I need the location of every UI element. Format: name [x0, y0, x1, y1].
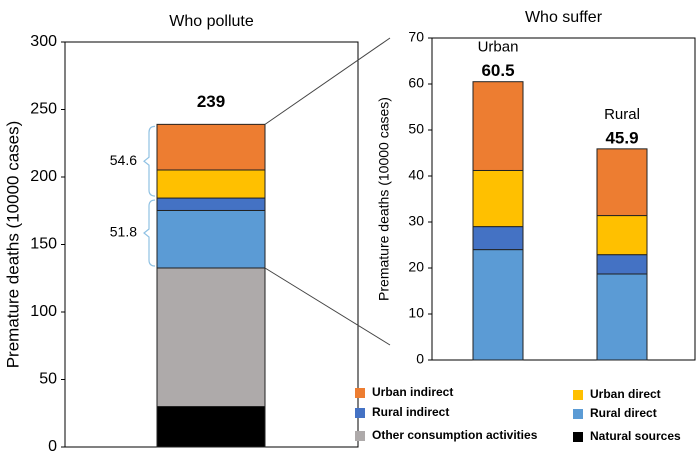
y-tick-label: 40	[408, 167, 424, 183]
legend-swatch	[355, 388, 365, 398]
y-tick-label: 50	[39, 371, 57, 388]
legend-label: Rural direct	[590, 406, 657, 420]
y-axis-label: Premature deaths (10000 cases)	[3, 121, 22, 369]
chart-title: Who pollute	[169, 13, 254, 30]
bar-segment	[156, 267, 266, 407]
chart-title: Who suffer	[525, 9, 603, 26]
bar-segment	[156, 123, 266, 171]
legend-label: Natural sources	[590, 429, 681, 443]
plot-frame	[431, 37, 696, 361]
bar-segment	[156, 169, 266, 199]
bracket	[143, 199, 156, 267]
bracket	[143, 125, 156, 197]
bar-segment	[156, 406, 266, 448]
bracket-label: 54.6	[110, 152, 137, 168]
connector	[264, 267, 391, 346]
bar-segment	[472, 81, 524, 171]
y-tick-label: 200	[30, 168, 57, 185]
legend-label: Urban indirect	[372, 385, 453, 399]
y-tick-label: 10	[408, 305, 424, 321]
y-tick-label: 20	[408, 259, 424, 275]
legend-swatch	[355, 408, 365, 418]
legend-swatch	[573, 409, 583, 419]
bar-segment	[596, 254, 648, 275]
bracket-label: 51.8	[110, 224, 137, 240]
category-label: Urban	[478, 39, 519, 56]
y-tick-label: 30	[408, 213, 424, 229]
legend-swatch	[573, 432, 583, 442]
bar-segment	[596, 273, 648, 361]
y-tick-label: 0	[48, 438, 57, 455]
legend-label: Urban direct	[590, 387, 661, 401]
y-tick-label: 250	[30, 101, 57, 118]
bar-segment	[156, 209, 266, 269]
y-tick-label: 100	[30, 303, 57, 320]
bar-segment	[596, 148, 648, 217]
y-tick-label: 50	[408, 121, 424, 137]
connector	[264, 37, 391, 125]
y-tick-label: 0	[416, 351, 424, 367]
bar-segment	[472, 249, 524, 361]
total-label: 60.5	[481, 61, 514, 80]
bar-segment	[472, 226, 524, 251]
y-tick-label: 70	[408, 29, 424, 45]
category-label: Rural	[604, 106, 640, 123]
y-tick-label: 150	[30, 236, 57, 253]
y-tick-label: 60	[408, 75, 424, 91]
total-label: 45.9	[605, 128, 638, 147]
bar-segment	[596, 215, 648, 256]
legend-swatch	[573, 390, 583, 400]
total-label: 239	[197, 92, 225, 111]
bar-segment	[156, 197, 266, 211]
legend-label: Other consumption activities	[372, 428, 538, 442]
y-tick-label: 300	[30, 33, 57, 50]
y-axis-label: Premature deaths (10000 cases)	[376, 97, 392, 301]
legend-label: Rural indirect	[372, 405, 449, 419]
bar-segment	[472, 169, 524, 228]
legend-swatch	[355, 431, 365, 441]
